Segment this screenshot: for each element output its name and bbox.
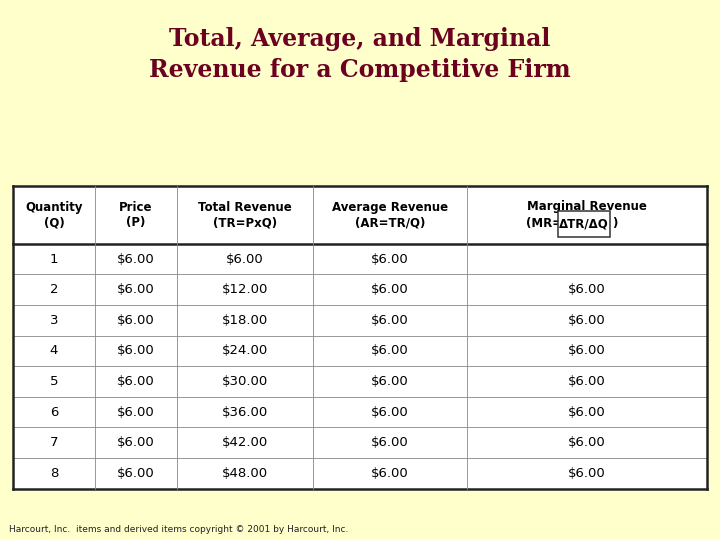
Text: $6.00: $6.00 [371,283,409,296]
Text: $6.00: $6.00 [568,467,606,480]
Text: Total Revenue
(TR=PxQ): Total Revenue (TR=PxQ) [198,201,292,230]
Text: ): ) [612,218,618,231]
Text: 5: 5 [50,375,58,388]
Text: $6.00: $6.00 [117,314,155,327]
Text: 3: 3 [50,314,58,327]
Text: $6.00: $6.00 [568,314,606,327]
Text: $6.00: $6.00 [568,375,606,388]
Text: $6.00: $6.00 [568,345,606,357]
Text: $6.00: $6.00 [371,467,409,480]
Text: Total, Average, and Marginal
Revenue for a Competitive Firm: Total, Average, and Marginal Revenue for… [149,27,571,82]
Text: $6.00: $6.00 [371,436,409,449]
Text: $6.00: $6.00 [371,314,409,327]
Text: Marginal Revenue: Marginal Revenue [527,200,647,213]
Text: $6.00: $6.00 [371,253,409,266]
Text: $6.00: $6.00 [371,375,409,388]
Text: $6.00: $6.00 [117,375,155,388]
Text: $6.00: $6.00 [117,467,155,480]
Text: Average Revenue
(AR=TR/Q): Average Revenue (AR=TR/Q) [332,201,448,230]
Text: $6.00: $6.00 [117,436,155,449]
FancyBboxPatch shape [558,211,610,237]
Text: (MR=: (MR= [526,218,562,231]
Text: 2: 2 [50,283,58,296]
Text: 7: 7 [50,436,58,449]
Text: 4: 4 [50,345,58,357]
Text: $6.00: $6.00 [117,345,155,357]
Text: $6.00: $6.00 [117,283,155,296]
Text: $6.00: $6.00 [117,406,155,419]
Text: $48.00: $48.00 [222,467,268,480]
Text: Price
(P): Price (P) [119,201,153,230]
Text: $6.00: $6.00 [568,436,606,449]
Text: $6.00: $6.00 [568,283,606,296]
Text: $6.00: $6.00 [117,253,155,266]
Text: 6: 6 [50,406,58,419]
Text: $24.00: $24.00 [222,345,268,357]
Text: 8: 8 [50,467,58,480]
Text: $36.00: $36.00 [222,406,268,419]
Text: $18.00: $18.00 [222,314,268,327]
Text: $6.00: $6.00 [371,345,409,357]
Text: Quantity
(Q): Quantity (Q) [25,201,83,230]
Text: Harcourt, Inc.  items and derived items copyright © 2001 by Harcourt, Inc.: Harcourt, Inc. items and derived items c… [9,524,348,534]
Text: $6.00: $6.00 [568,406,606,419]
Text: $30.00: $30.00 [222,375,268,388]
Text: $6.00: $6.00 [226,253,264,266]
Text: $42.00: $42.00 [222,436,268,449]
Text: 1: 1 [50,253,58,266]
Text: ΔTR/ΔQ: ΔTR/ΔQ [559,218,609,231]
Text: $12.00: $12.00 [222,283,268,296]
Text: $6.00: $6.00 [371,406,409,419]
